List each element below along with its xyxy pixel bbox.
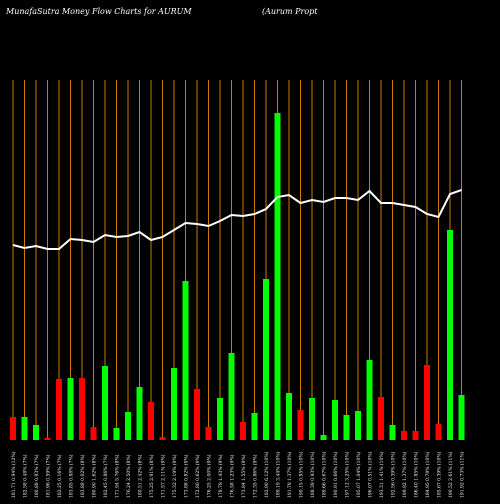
bar [56, 379, 62, 440]
x-tick-label: 192.56 0.39% (10%) [390, 451, 397, 498]
x-tick-label: 183.85 0.88% (7%) [68, 454, 75, 498]
x-tick-label: 197.12 3.25% (10%) [344, 451, 351, 498]
bar [286, 393, 292, 440]
bar [447, 230, 453, 440]
x-tick-label: 181.96 0.59% (7%) [45, 454, 52, 498]
x-tick-label: 186.40 1.85% (10%) [413, 451, 420, 498]
x-tick-label: 176.24 2.50% (8%) [125, 454, 132, 498]
x-tick-label: 190.52 2.61% (11%) [447, 451, 454, 498]
x-tick-label: 182.58 0.48% (7%) [22, 454, 29, 498]
x-tick-label: 189.92 1.37% (10%) [401, 451, 408, 498]
x-tick-label: 181.71 0.94% (12%) [10, 451, 17, 498]
bar [10, 417, 16, 440]
bar [263, 279, 269, 440]
bar [332, 400, 338, 440]
bar [435, 424, 442, 440]
x-tick-label: 189.19 3.44% (10%) [275, 451, 282, 498]
bar [171, 368, 177, 440]
x-tick-label: 180.51 2.42% (8%) [137, 454, 144, 498]
bar [33, 425, 39, 440]
bar [320, 435, 327, 440]
bar [458, 395, 465, 440]
x-tick-label: 184.95 0.78% (10%) [424, 451, 431, 498]
x-tick-label: 196.07 0.51% (10%) [367, 451, 374, 498]
x-tick-label: 176.58 1.23% (9%) [229, 454, 236, 498]
x-tick-label: 185.67 0.39% (10%) [436, 451, 443, 498]
x-tick-label: 190.91 0.66% (10%) [332, 451, 339, 498]
bar [424, 365, 430, 440]
chart-title: MunafaSutra Money Flow Charts for AURUM [5, 7, 192, 16]
x-tick-label: 172.80 0.62% (9%) [194, 454, 201, 498]
x-tick-label: 183.88 0.02% (8%) [79, 454, 86, 498]
x-tick-label: 193.31 1.41% (10%) [378, 451, 385, 498]
x-tick-label: 191.92 0.73% (11%) [459, 451, 466, 498]
bar [44, 438, 51, 440]
bar [401, 431, 407, 440]
bar [79, 378, 85, 440]
bar [113, 428, 120, 440]
chart-subtitle: (Aurum Propt [262, 7, 318, 16]
bar [125, 412, 131, 440]
bar [194, 389, 200, 440]
bar [366, 360, 373, 440]
x-tick-label: 195.07 1.04% (10%) [355, 451, 362, 498]
bar [67, 378, 74, 440]
bar [182, 281, 189, 440]
x-tick-label: 188.39 0.93% (10%) [309, 451, 316, 498]
x-tick-label: 180.90 1.62% (8%) [91, 454, 98, 498]
x-tick-label: 190.15 0.85% (10%) [298, 451, 305, 498]
bar [21, 417, 28, 440]
bar [389, 425, 396, 440]
bar [412, 431, 419, 440]
bar [355, 411, 361, 440]
x-tick-label: 172.35 0.86% (9%) [252, 454, 259, 498]
bar [228, 353, 235, 440]
bar [251, 413, 258, 440]
x-tick-label: 180.88 0.93% (7%) [33, 454, 40, 498]
x-tick-label: 173.84 1.55% (9%) [240, 454, 247, 498]
bar [297, 410, 304, 440]
x-tick-label: 182.25 0.16% (7%) [56, 454, 63, 498]
bar [102, 366, 108, 440]
x-tick-label: 182.90 6.12% (10%) [263, 451, 270, 498]
bar [240, 422, 246, 440]
x-tick-label: 178.78 1.43% (9%) [217, 454, 224, 498]
x-tick-label: 175.32 2.19% (9%) [171, 454, 178, 498]
x-tick-label: 171.57 2.11% (9%) [160, 454, 167, 498]
x-tick-label: 176.25 2.00% (9%) [206, 454, 213, 498]
bar [205, 427, 212, 440]
x-tick-label: 173.88 0.82% (9%) [183, 454, 190, 498]
bar [378, 397, 384, 440]
price-line [12, 189, 462, 250]
bar [217, 398, 223, 440]
bar [136, 387, 143, 440]
bar [274, 113, 281, 440]
x-tick-label: 191.78 1.37% (10%) [286, 451, 293, 498]
x-tick-label: 189.66 0.67% (10%) [321, 451, 328, 498]
x-tick-label: 182.45 0.86% (7%) [102, 454, 109, 498]
x-tick-label: 171.94 5.76% (8%) [114, 454, 121, 498]
bar [90, 427, 97, 440]
bar [309, 398, 315, 440]
x-tick-label: 175.25 2.91% (8%) [148, 454, 155, 498]
bar [159, 437, 166, 440]
bar [343, 415, 350, 440]
bar [148, 402, 154, 440]
